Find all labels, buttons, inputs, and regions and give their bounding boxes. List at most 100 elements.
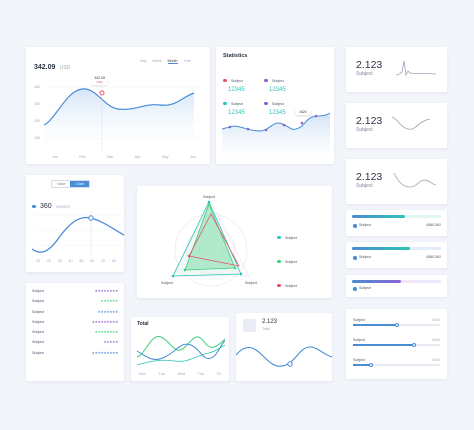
slider-fill <box>353 344 414 346</box>
rating-stars: ★★★★★★ <box>100 299 118 304</box>
rating-row[interactable]: Subject ★★★★★★★★★ <box>32 351 118 355</box>
stat-point[interactable] <box>282 123 286 127</box>
legend-dot <box>277 235 281 239</box>
progress-track <box>352 247 441 250</box>
rating-stars: ★★★★★★★★★ <box>91 350 119 355</box>
stat-item: Subject 12345 <box>264 92 286 116</box>
slider-row: Subject 4000 <box>353 358 440 367</box>
progress-card-2: Subject 4580.062 <box>346 242 447 268</box>
price-number: 342.09 <box>34 64 56 71</box>
wave-marker[interactable] <box>287 361 293 367</box>
rating-row[interactable]: Subject ★★★★★ <box>32 340 118 344</box>
radar-point[interactable] <box>233 266 237 270</box>
view-toggle: Value Chart <box>51 180 90 188</box>
rating-label: Subject <box>32 330 44 335</box>
total-x-axis: Mon Tue Wed Thu Fri <box>139 372 221 376</box>
radar-point[interactable] <box>171 274 175 278</box>
slider-handle[interactable] <box>368 362 373 367</box>
radar-point[interactable] <box>207 200 211 204</box>
price-marker[interactable] <box>99 90 105 96</box>
progress-value: 4580.062 <box>426 223 441 227</box>
slider-fill <box>353 324 397 326</box>
progress-fill <box>352 215 406 218</box>
stat-value: 12345 <box>228 110 245 116</box>
slider-value: 4000 <box>432 318 440 322</box>
radar-chart-card: Subject Subject Subject Subject Subject … <box>137 186 332 298</box>
rating-list-card: Subject ★★★★★★★★ Subject ★★★★★★ Subject … <box>26 283 124 381</box>
stat-dot <box>223 78 227 82</box>
x-tick: 20 <box>46 259 51 263</box>
rating-label: Subject <box>32 350 44 355</box>
wave-marker[interactable] <box>88 215 94 221</box>
rating-row[interactable]: Subject ★★★★★★ <box>32 299 118 303</box>
stat-point[interactable] <box>314 114 318 118</box>
rating-row[interactable]: Subject ★★★★★★★ <box>32 310 118 314</box>
total-line-chart <box>136 336 226 366</box>
progress-fill <box>352 247 410 250</box>
progress-label: Subject <box>359 255 371 259</box>
y-tick: 300 <box>34 102 40 106</box>
radar-label-left: Subject <box>161 281 173 285</box>
price-chart-card: 342.09 USD Day Week Month Year 400 300 2… <box>26 47 210 164</box>
radar-point[interactable] <box>187 254 191 258</box>
mini-stat-label: Subject <box>356 183 373 189</box>
stat-item: Subject 12345 <box>264 69 286 93</box>
radar-point[interactable] <box>239 272 243 276</box>
wave-unit: KM/GER <box>56 205 71 209</box>
x-tick: Mon <box>139 372 146 376</box>
legend-item: Subject <box>277 274 297 292</box>
progress-track <box>352 280 441 283</box>
slider-handle[interactable] <box>412 342 417 347</box>
x-tick: 30 <box>57 259 62 263</box>
slider-track[interactable] <box>353 362 440 367</box>
radar-legend: Subject Subject Subject <box>277 226 297 292</box>
rating-row[interactable]: Subject ★★★★★★★★ <box>32 289 118 293</box>
rating-row[interactable]: Subject ★★★★★★★★ <box>32 330 118 334</box>
mini-sparkline <box>395 60 437 77</box>
price-tooltip: 342.09 USD <box>92 75 107 85</box>
slider-track[interactable] <box>353 342 440 347</box>
tab-week[interactable]: Week <box>152 59 162 63</box>
toggle-value[interactable]: Value <box>57 182 66 186</box>
legend-dot <box>277 259 281 263</box>
slider-handle[interactable] <box>394 322 399 327</box>
tab-day[interactable]: Day <box>140 59 147 63</box>
rating-row[interactable]: Subject ★★★★★★★★★ <box>32 320 118 324</box>
tab-year[interactable]: Year <box>183 59 191 63</box>
x-tick: Tue <box>158 372 165 376</box>
x-tick: 70 <box>101 259 106 263</box>
mini-stat-card-3: 2.123 Subject <box>346 159 447 204</box>
value-avatar <box>243 319 256 332</box>
slider-track[interactable] <box>353 322 440 327</box>
tab-month[interactable]: Month <box>167 59 178 64</box>
progress-dot <box>353 224 357 228</box>
stat-dot <box>264 101 268 105</box>
rating-label: Subject <box>32 309 44 314</box>
progress-card-3: Subject <box>346 275 447 297</box>
stat-point[interactable] <box>264 128 268 132</box>
sliders-card: Subject 4000 Subject 4000 Subject 4000 <box>346 309 447 379</box>
slider-fill <box>353 364 371 366</box>
tooltip-sub: USD <box>96 80 103 84</box>
x-tick: Jan <box>52 155 58 159</box>
stat-point[interactable] <box>228 125 232 129</box>
x-tick: 60 <box>90 259 95 263</box>
slider-label: Subject <box>353 358 365 362</box>
progress-track <box>352 215 441 218</box>
mini-stat-value: 2.123 <box>356 115 383 127</box>
small-value-label: Total <box>262 327 270 331</box>
x-tick: Apr <box>134 155 141 159</box>
legend-label: Subject <box>284 260 297 264</box>
radar-point[interactable] <box>183 268 187 272</box>
y-tick: 100 <box>34 136 40 140</box>
toggle-chart[interactable]: Chart <box>70 181 89 187</box>
stat-label: Subject <box>271 79 284 83</box>
y-tick: 200 <box>34 119 40 123</box>
x-tick: Wed <box>177 372 185 376</box>
stat-point[interactable] <box>246 127 250 131</box>
stat-point[interactable] <box>300 121 304 125</box>
legend-item: Subject <box>277 250 297 268</box>
statistics-title: Statistics <box>223 53 248 59</box>
mini-stat-label: Subject <box>356 127 373 133</box>
rating-rows: Subject ★★★★★★★★ Subject ★★★★★★ Subject … <box>32 289 118 355</box>
